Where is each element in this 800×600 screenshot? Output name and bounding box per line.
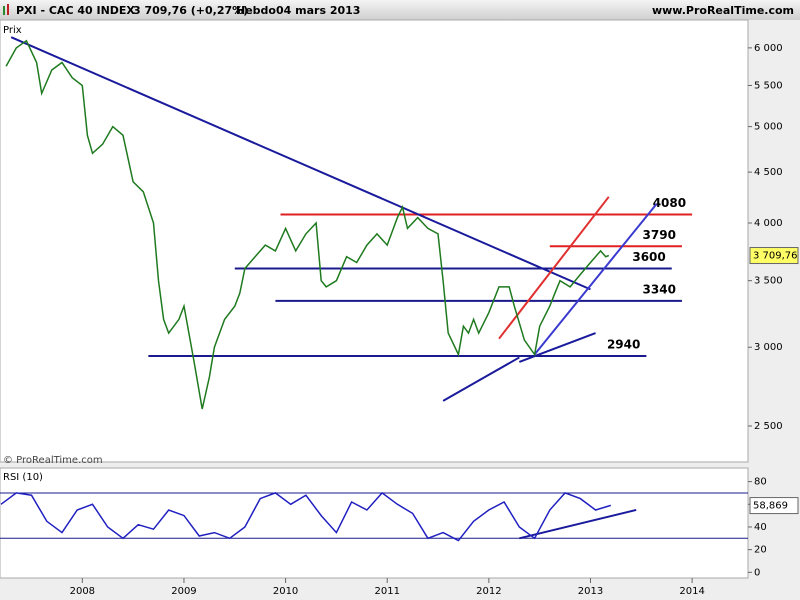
level-label: 3790 bbox=[643, 228, 676, 242]
trend-line bbox=[10, 36, 591, 291]
level-label: 3600 bbox=[632, 250, 665, 264]
y-tick-label: 80 bbox=[754, 477, 767, 488]
price-panel bbox=[0, 19, 749, 463]
symbol: PXI - CAC 40 INDEX bbox=[16, 4, 135, 17]
trend-line bbox=[533, 203, 658, 356]
last-value-box bbox=[749, 247, 799, 265]
period: Hebdo bbox=[236, 4, 276, 17]
site: www.ProRealTime.com bbox=[652, 4, 794, 17]
last-value-box bbox=[749, 497, 799, 515]
y-tick-label: 4 000 bbox=[754, 218, 783, 229]
x-tick-label: 2014 bbox=[679, 586, 704, 597]
axis-label: Prix bbox=[3, 25, 22, 36]
y-tick-label: 0 bbox=[754, 567, 760, 578]
x-tick-label: 2012 bbox=[476, 586, 501, 597]
quote: 3 709,76 (+0,27%) bbox=[133, 4, 248, 17]
x-tick-label: 2009 bbox=[171, 586, 196, 597]
date: 04 mars 2013 bbox=[276, 4, 360, 17]
x-tick-label: 2011 bbox=[374, 586, 399, 597]
y-tick-label: 40 bbox=[754, 522, 767, 533]
y-tick-label: 5 000 bbox=[754, 122, 783, 133]
last-value-label: 3 709,76 bbox=[753, 251, 798, 262]
header-bar bbox=[0, 0, 800, 20]
icon bbox=[3, 6, 5, 15]
level-label: 4080 bbox=[653, 196, 686, 210]
level-label: 3340 bbox=[643, 282, 676, 296]
rsi-panel bbox=[0, 467, 749, 579]
y-tick-label: 5 500 bbox=[754, 80, 783, 91]
icon bbox=[7, 4, 9, 15]
trend-line bbox=[519, 508, 637, 540]
x-tick-label: 2010 bbox=[273, 586, 298, 597]
y-tick-label: 2 500 bbox=[754, 421, 783, 432]
y-tick-label: 3 000 bbox=[754, 342, 783, 353]
y-tick-label: 4 500 bbox=[754, 167, 783, 178]
price-line bbox=[0, 491, 612, 542]
y-tick-label: 3 500 bbox=[754, 276, 783, 287]
y-tick-label: 20 bbox=[754, 545, 767, 556]
rsi-title: RSI (10) bbox=[3, 472, 43, 483]
level-label: 2940 bbox=[607, 337, 640, 351]
last-value-label: 58,869 bbox=[753, 501, 788, 512]
trend-line bbox=[518, 332, 596, 363]
footer: © ProRealTime.com bbox=[3, 455, 103, 466]
trend-line bbox=[442, 356, 520, 402]
x-tick-label: 2008 bbox=[70, 586, 95, 597]
x-tick-label: 2013 bbox=[578, 586, 603, 597]
y-tick-label: 6 000 bbox=[754, 43, 783, 54]
price-line bbox=[5, 39, 610, 410]
